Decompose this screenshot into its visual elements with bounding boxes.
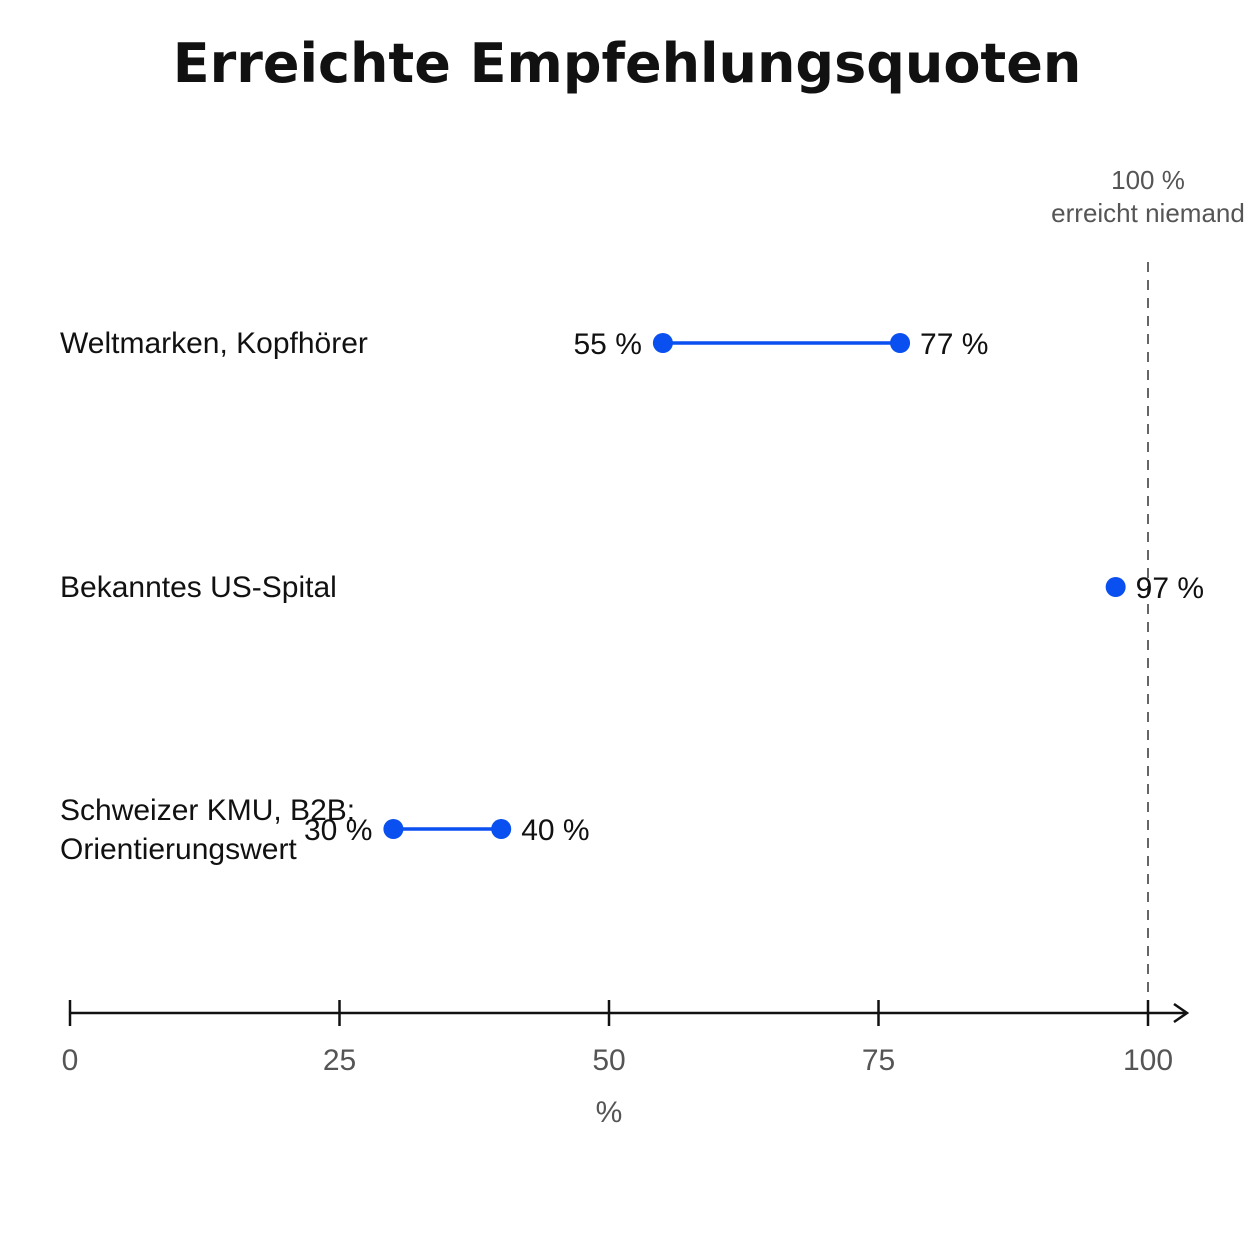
high-value-label: 97 % xyxy=(1136,572,1204,605)
low-value-label: 30 % xyxy=(304,814,372,847)
x-axis-label: % xyxy=(596,1096,623,1129)
x-axis-arrowhead xyxy=(1173,1002,1190,1024)
low-point xyxy=(383,819,404,839)
high-point xyxy=(890,333,911,353)
high-point xyxy=(1105,577,1126,597)
x-tick-label: 100 xyxy=(1123,1044,1173,1077)
data-row: Bekanntes US-Spital 97 % xyxy=(60,571,1204,605)
data-row: Weltmarken, Kopfhörer 55 % 77 % xyxy=(60,327,988,361)
data-rows: Weltmarken, Kopfhörer 55 % 77 % Bekanntes U… xyxy=(60,327,1204,866)
category-label: Orientierungswert xyxy=(60,833,297,866)
x-tick-label: 25 xyxy=(323,1044,356,1077)
reference-layer: 100 %erreicht niemand xyxy=(1051,165,1245,1013)
reference-line-label: 100 % xyxy=(1111,165,1185,195)
category-label: Schweizer KMU, B2B: xyxy=(60,794,355,827)
category-label: Weltmarken, Kopfhörer xyxy=(60,327,368,360)
x-tick-label: 50 xyxy=(592,1044,625,1077)
chart-title: Erreichte Empfehlungsquoten xyxy=(172,32,1082,95)
reference-line-label: erreicht niemand xyxy=(1051,198,1245,228)
x-tick-label: 0 xyxy=(62,1044,79,1077)
low-point xyxy=(652,333,673,353)
x-tick-label: 75 xyxy=(862,1044,895,1077)
high-value-label: 40 % xyxy=(521,814,589,847)
x-axis: 0 25 50 75 100% xyxy=(62,1000,1190,1129)
category-label: Bekanntes US-Spital xyxy=(60,571,337,604)
low-value-label: 55 % xyxy=(574,328,642,361)
high-value-label: 77 % xyxy=(920,328,988,361)
high-point xyxy=(491,819,512,839)
